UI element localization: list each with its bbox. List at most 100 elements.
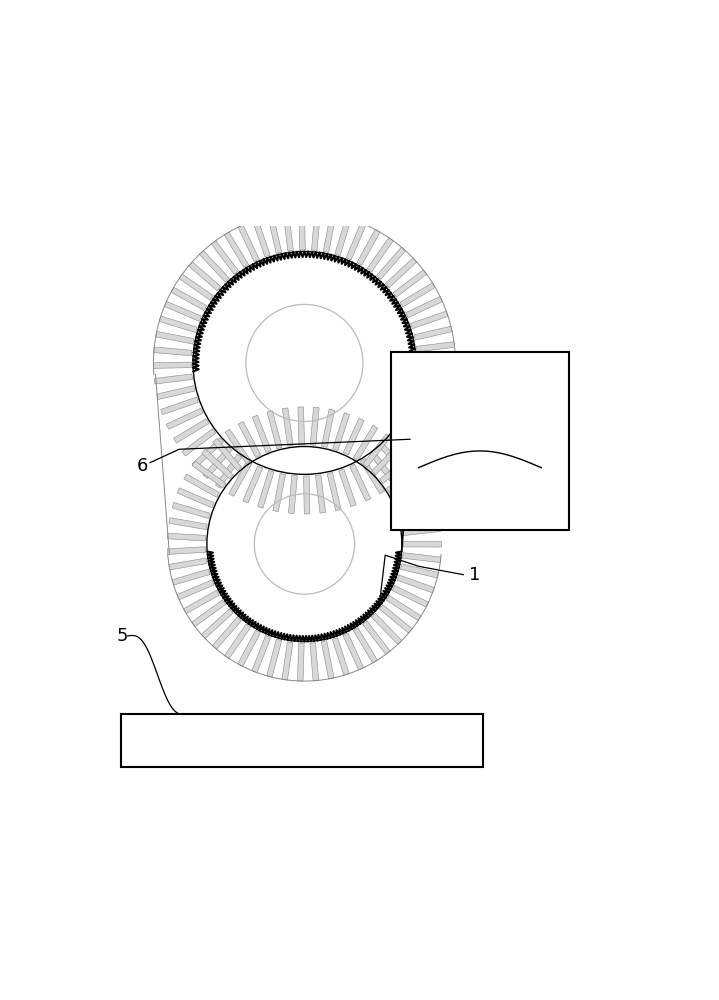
Polygon shape (316, 475, 326, 513)
Polygon shape (169, 518, 207, 530)
Polygon shape (411, 311, 448, 329)
Polygon shape (184, 474, 219, 498)
Polygon shape (310, 643, 319, 681)
Polygon shape (267, 639, 282, 677)
Polygon shape (201, 609, 233, 639)
Polygon shape (412, 393, 449, 410)
Polygon shape (212, 617, 242, 649)
Polygon shape (408, 405, 444, 424)
Polygon shape (303, 476, 310, 514)
Polygon shape (224, 624, 251, 659)
Polygon shape (201, 449, 234, 479)
Polygon shape (238, 630, 260, 666)
Polygon shape (360, 458, 385, 494)
Polygon shape (402, 415, 438, 439)
Polygon shape (211, 241, 239, 274)
Polygon shape (403, 541, 441, 547)
Polygon shape (154, 374, 193, 384)
Polygon shape (393, 481, 429, 503)
Polygon shape (346, 223, 366, 260)
Polygon shape (225, 429, 251, 464)
Polygon shape (400, 510, 439, 524)
Polygon shape (177, 488, 214, 508)
Polygon shape (283, 213, 293, 251)
Bar (391, 352, 569, 530)
Text: 5: 5 (116, 627, 128, 645)
Polygon shape (177, 580, 214, 600)
Polygon shape (400, 283, 435, 307)
Polygon shape (161, 397, 198, 415)
Polygon shape (252, 415, 271, 453)
Polygon shape (380, 444, 409, 475)
Polygon shape (165, 301, 201, 321)
Polygon shape (213, 438, 242, 471)
Polygon shape (386, 595, 421, 621)
Polygon shape (224, 232, 249, 267)
Polygon shape (372, 613, 402, 644)
Polygon shape (363, 434, 390, 467)
Polygon shape (169, 558, 207, 570)
Polygon shape (415, 382, 453, 394)
Polygon shape (403, 526, 441, 536)
Polygon shape (357, 229, 380, 265)
Polygon shape (183, 590, 219, 614)
Polygon shape (172, 569, 210, 585)
Polygon shape (353, 628, 377, 663)
Polygon shape (199, 251, 229, 282)
Polygon shape (339, 469, 356, 507)
Polygon shape (188, 262, 221, 291)
Polygon shape (311, 407, 319, 445)
Polygon shape (400, 564, 439, 578)
Polygon shape (203, 446, 232, 479)
Polygon shape (335, 218, 351, 256)
Polygon shape (273, 473, 285, 512)
Polygon shape (353, 425, 377, 461)
Polygon shape (243, 466, 262, 503)
Polygon shape (393, 270, 426, 297)
Polygon shape (179, 274, 214, 300)
Polygon shape (397, 575, 434, 593)
Polygon shape (238, 225, 259, 262)
Polygon shape (252, 635, 271, 673)
Polygon shape (343, 633, 364, 670)
Polygon shape (380, 455, 413, 484)
Polygon shape (321, 409, 334, 447)
Polygon shape (182, 429, 216, 456)
Polygon shape (192, 600, 226, 627)
Polygon shape (403, 553, 441, 563)
Polygon shape (192, 461, 226, 488)
Polygon shape (171, 287, 207, 311)
Polygon shape (298, 407, 305, 445)
Polygon shape (166, 408, 203, 429)
Polygon shape (395, 426, 430, 452)
Polygon shape (154, 347, 192, 356)
Text: 1: 1 (469, 566, 480, 584)
Polygon shape (377, 247, 406, 279)
Polygon shape (367, 238, 393, 272)
Polygon shape (416, 342, 454, 352)
Polygon shape (343, 418, 364, 455)
Polygon shape (257, 470, 274, 508)
Polygon shape (349, 464, 371, 501)
Polygon shape (370, 452, 398, 485)
Polygon shape (168, 533, 206, 541)
Polygon shape (173, 419, 209, 443)
Polygon shape (406, 297, 442, 318)
Polygon shape (332, 638, 349, 675)
Polygon shape (386, 468, 421, 493)
Polygon shape (298, 643, 304, 681)
Polygon shape (283, 408, 293, 446)
Polygon shape (321, 641, 334, 679)
Polygon shape (282, 642, 293, 680)
Bar (121, 714, 482, 767)
Polygon shape (157, 386, 195, 400)
Polygon shape (238, 421, 261, 458)
Polygon shape (362, 621, 390, 654)
Polygon shape (159, 316, 197, 332)
Polygon shape (333, 413, 349, 451)
Polygon shape (392, 585, 429, 607)
Polygon shape (372, 444, 402, 475)
Polygon shape (397, 496, 434, 513)
Polygon shape (417, 370, 455, 379)
Polygon shape (327, 472, 341, 511)
